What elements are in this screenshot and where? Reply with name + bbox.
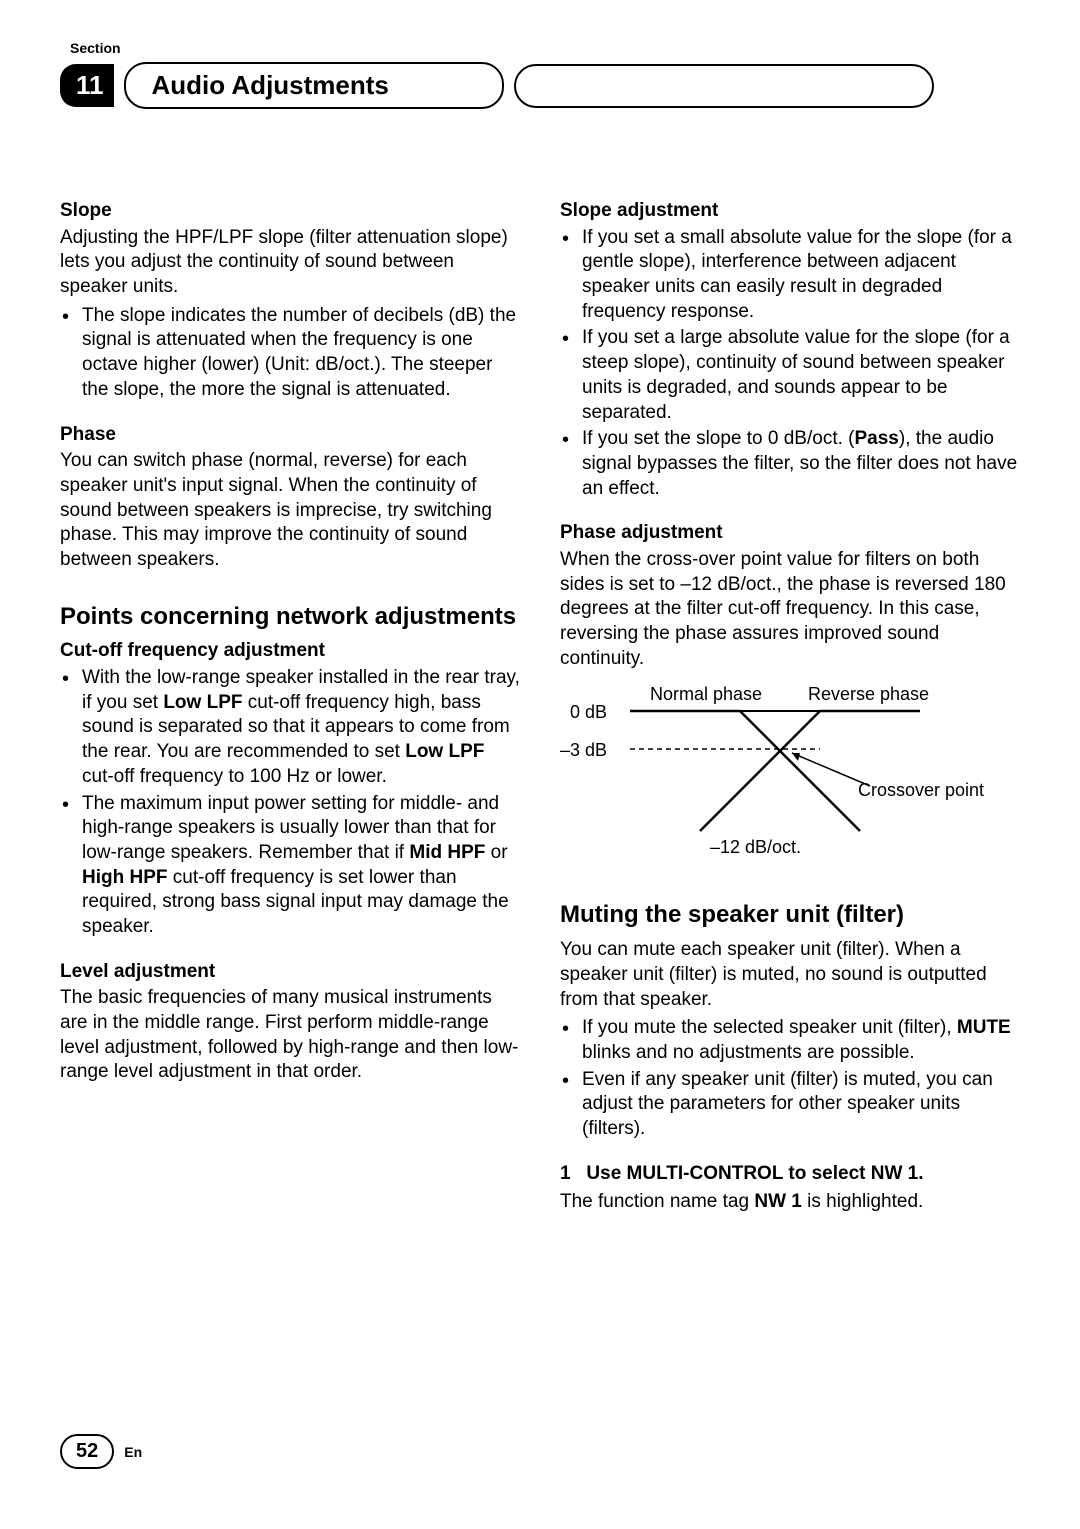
diagram-label-0db: 0 dB xyxy=(570,701,607,724)
bold: Pass xyxy=(855,428,899,449)
txt: or xyxy=(485,842,507,863)
slopeadj-heading: Slope adjustment xyxy=(560,199,1020,224)
cutoff-item-1: With the low-range speaker installed in … xyxy=(82,666,520,789)
muting-item-2: Even if any speaker unit (filter) is mut… xyxy=(582,1068,1020,1142)
page-number: 52 xyxy=(60,1434,114,1469)
muting-paragraph: You can mute each speaker unit (filter).… xyxy=(560,938,1020,1012)
step-1: 1 Use MULTI-CONTROL to select NW 1. xyxy=(560,1162,1020,1187)
bold: NW 1 xyxy=(754,1191,802,1212)
phase-paragraph: You can switch phase (normal, reverse) f… xyxy=(60,449,520,572)
slope-heading: Slope xyxy=(60,199,520,224)
slope-list-item: The slope indicates the number of decibe… xyxy=(82,304,520,403)
cutoff-heading: Cut-off frequency adjustment xyxy=(60,639,520,664)
step-heading: Use MULTI-CONTROL to select NW 1. xyxy=(586,1163,923,1184)
step-1-body: The function name tag NW 1 is highlighte… xyxy=(560,1190,1020,1215)
section-number-badge: 11 xyxy=(60,64,114,107)
muting-heading: Muting the speaker unit (filter) xyxy=(560,901,1020,930)
page-footer: 52 En xyxy=(60,1434,142,1469)
muting-list: If you mute the selected speaker unit (f… xyxy=(560,1016,1020,1141)
txt: is highlighted. xyxy=(802,1191,923,1212)
diagram-label-slope: –12 dB/oct. xyxy=(710,836,801,859)
txt: The function name tag xyxy=(560,1191,754,1212)
bold: High HPF xyxy=(82,867,168,888)
txt: blinks and no adjustments are possible. xyxy=(582,1042,915,1063)
bold: Low LPF xyxy=(163,692,242,713)
points-heading: Points concerning network adjustments xyxy=(60,603,520,632)
slopeadj-list: If you set a small absolute value for th… xyxy=(560,226,1020,502)
phase-diagram: 0 dB –3 dB Normal phase Reverse phase Cr… xyxy=(560,681,990,871)
txt: If you mute the selected speaker unit (f… xyxy=(582,1017,957,1038)
bold: Mid HPF xyxy=(409,842,485,863)
slopeadj-block: Slope adjustment If you set a small abso… xyxy=(560,199,1020,501)
phaseadj-heading: Phase adjustment xyxy=(560,521,1020,546)
step-number: 1 xyxy=(560,1163,571,1184)
page: Section 11 Audio Adjustments Slope Adjus… xyxy=(0,0,1080,1529)
left-column: Slope Adjusting the HPF/LPF slope (filte… xyxy=(60,199,520,1235)
slope-block: Slope Adjusting the HPF/LPF slope (filte… xyxy=(60,199,520,403)
chapter-title-capsule: Audio Adjustments xyxy=(124,62,504,109)
cutoff-item-2: The maximum input power setting for midd… xyxy=(82,792,520,940)
slopeadj-item-1: If you set a small absolute value for th… xyxy=(582,226,1020,325)
phaseadj-block: Phase adjustment When the cross-over poi… xyxy=(560,521,1020,871)
slopeadj-item-2: If you set a large absolute value for th… xyxy=(582,326,1020,425)
right-column: Slope adjustment If you set a small abso… xyxy=(560,199,1020,1235)
diagram-label-reverse: Reverse phase xyxy=(808,683,929,706)
chapter-header: 11 Audio Adjustments xyxy=(60,62,1020,109)
muting-item-1: If you mute the selected speaker unit (f… xyxy=(582,1016,1020,1065)
bold: MUTE xyxy=(957,1017,1011,1038)
txt: cut-off frequency to 100 Hz or lower. xyxy=(82,766,387,787)
diagram-label-3db: –3 dB xyxy=(560,739,607,762)
bold: Low LPF xyxy=(405,741,484,762)
phase-heading: Phase xyxy=(60,423,520,448)
slope-list: The slope indicates the number of decibe… xyxy=(60,304,520,403)
muting-block: Muting the speaker unit (filter) You can… xyxy=(560,901,1020,1215)
cutoff-list: With the low-range speaker installed in … xyxy=(60,666,520,940)
content-columns: Slope Adjusting the HPF/LPF slope (filte… xyxy=(60,199,1020,1235)
slopeadj-item-3: If you set the slope to 0 dB/oct. (Pass)… xyxy=(582,427,1020,501)
phase-block: Phase You can switch phase (normal, reve… xyxy=(60,423,520,573)
language-label: En xyxy=(124,1444,142,1460)
slope-paragraph: Adjusting the HPF/LPF slope (filter atte… xyxy=(60,226,520,300)
txt: If you set the slope to 0 dB/oct. ( xyxy=(582,428,855,449)
section-label: Section xyxy=(70,40,1020,56)
points-block: Points concerning network adjustments Cu… xyxy=(60,603,520,1085)
phaseadj-paragraph: When the cross-over point value for filt… xyxy=(560,548,1020,671)
diagram-label-crossover: Crossover point xyxy=(858,779,984,802)
level-paragraph: The basic frequencies of many musical in… xyxy=(60,986,520,1085)
diagram-label-normal: Normal phase xyxy=(650,683,762,706)
level-heading: Level adjustment xyxy=(60,960,520,985)
chapter-capsule-empty xyxy=(514,64,934,108)
